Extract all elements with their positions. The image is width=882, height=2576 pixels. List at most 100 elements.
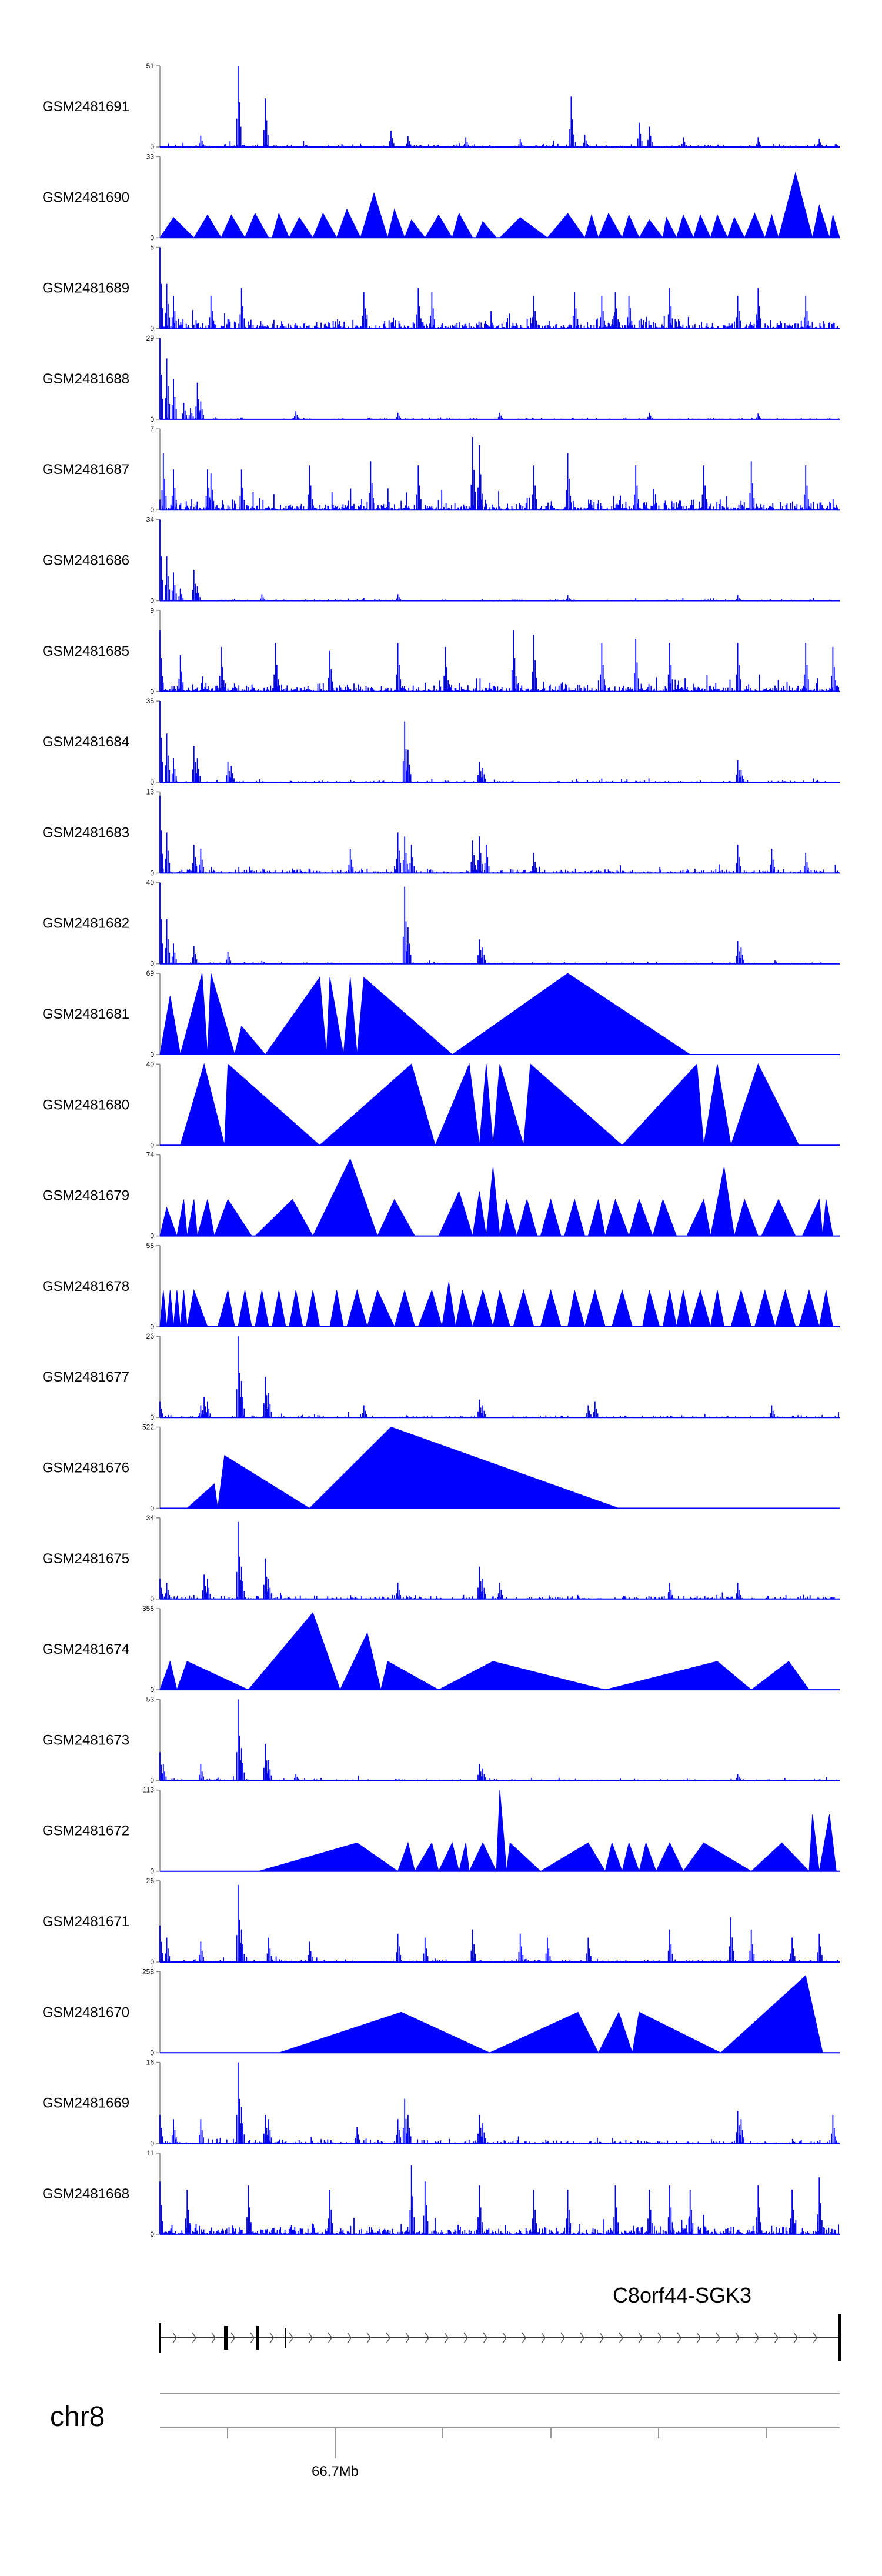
coverage-peak bbox=[186, 1199, 198, 1237]
strand-arrow-icon bbox=[386, 2332, 390, 2344]
track-GSM2481668: GSM2481668 11 0 bbox=[42, 2149, 840, 2238]
tick-label-66.7Mb: 66.7Mb bbox=[312, 2464, 359, 2480]
coverage-peak bbox=[414, 1842, 439, 1872]
track-label: GSM2481672 bbox=[42, 1823, 129, 1839]
coverage-peak bbox=[496, 1790, 507, 1872]
track-GSM2481677: GSM2481677 26 0 bbox=[42, 1332, 840, 1422]
track-label: GSM2481682 bbox=[42, 916, 129, 932]
y-max-label: 9 bbox=[150, 606, 154, 615]
gene-name: C8orf44-SGK3 bbox=[613, 2283, 751, 2307]
coverage-peak bbox=[584, 1289, 606, 1327]
coverage-peak bbox=[207, 973, 235, 1055]
track-label: GSM2481683 bbox=[42, 825, 129, 840]
coverage-peak bbox=[217, 1454, 311, 1509]
track-GSM2481680: GSM2481680 40 0 bbox=[42, 1060, 840, 1149]
coverage-signal bbox=[159, 1336, 839, 1418]
track-GSM2481690: GSM2481690 33 0 bbox=[42, 152, 840, 242]
coverage-peak bbox=[469, 1842, 497, 1872]
coverage-peak bbox=[343, 977, 358, 1055]
y-max-label: 13 bbox=[146, 788, 155, 796]
coverage-peak bbox=[778, 171, 813, 238]
coverage-peak bbox=[475, 221, 497, 238]
coverage-peak bbox=[255, 1290, 269, 1327]
track-label: GSM2481668 bbox=[42, 2186, 129, 2202]
strand-arrow-icon bbox=[211, 2332, 216, 2344]
strand-arrow-icon bbox=[425, 2332, 429, 2344]
coverage-peak bbox=[312, 212, 338, 238]
coverage-peak bbox=[438, 1841, 460, 1872]
y-max-label: 16 bbox=[146, 2058, 155, 2067]
y-min-label: 0 bbox=[150, 1595, 154, 1603]
coverage-peak bbox=[798, 1289, 820, 1327]
strand-arrow-icon bbox=[813, 2332, 817, 2344]
track-GSM2481672: GSM2481672 113 0 bbox=[42, 1786, 840, 1876]
coverage-signal bbox=[159, 247, 839, 329]
track-GSM2481675: GSM2481675 34 0 bbox=[42, 1514, 840, 1603]
coverage-peak bbox=[472, 1191, 487, 1237]
exon bbox=[224, 2326, 228, 2350]
coverage-peak bbox=[639, 219, 664, 238]
coverage-peak bbox=[628, 1198, 653, 1237]
y-max-label: 69 bbox=[146, 969, 155, 977]
coverage-peak bbox=[652, 1198, 677, 1237]
coverage-peak bbox=[387, 208, 405, 238]
track-GSM2481678: GSM2481678 58 0 bbox=[42, 1242, 840, 1331]
coverage-peak bbox=[710, 214, 729, 238]
track-label: GSM2481689 bbox=[42, 281, 129, 296]
coverage-peak bbox=[744, 212, 766, 238]
coverage-peak bbox=[690, 1289, 711, 1327]
coverage-peak bbox=[612, 1289, 633, 1327]
y-min-label: 0 bbox=[150, 1504, 154, 1513]
exon bbox=[256, 2326, 259, 2350]
y-min-label: 0 bbox=[150, 960, 154, 968]
coverage-peak bbox=[513, 1289, 534, 1327]
coverage-peak bbox=[346, 1289, 368, 1327]
y-max-label: 34 bbox=[146, 516, 155, 524]
coverage-signal bbox=[159, 338, 839, 419]
coverage-peak bbox=[234, 1025, 266, 1055]
coverage-peak bbox=[492, 1290, 510, 1327]
coverage-peak bbox=[818, 1814, 837, 1872]
y-min-label: 0 bbox=[150, 325, 154, 333]
track-label: GSM2481669 bbox=[42, 2095, 129, 2111]
coverage-peak bbox=[377, 1199, 416, 1237]
coverage-peak bbox=[822, 1199, 834, 1237]
track-label: GSM2481671 bbox=[42, 1914, 129, 1930]
strand-arrow-icon bbox=[580, 2332, 584, 2344]
coverage-peak bbox=[326, 977, 344, 1055]
track-GSM2481683: GSM2481683 13 0 bbox=[42, 788, 840, 877]
y-max-label: 34 bbox=[146, 1514, 155, 1522]
coverage-peak bbox=[642, 1290, 660, 1327]
y-max-label: 40 bbox=[146, 879, 155, 887]
coverage-peak bbox=[499, 217, 549, 238]
coverage-peak bbox=[703, 1064, 731, 1146]
strand-arrow-icon bbox=[716, 2332, 720, 2344]
track-GSM2481671: GSM2481671 26 0 bbox=[42, 1877, 840, 1966]
coverage-peak bbox=[801, 1198, 823, 1237]
coverage-peak bbox=[159, 996, 181, 1055]
coverage-peak bbox=[750, 1842, 810, 1872]
coverage-peak bbox=[587, 1199, 606, 1237]
strand-arrow-icon bbox=[444, 2332, 449, 2344]
coverage-peak bbox=[546, 213, 586, 238]
coverage-peak bbox=[479, 1064, 493, 1146]
y-max-label: 113 bbox=[143, 1786, 154, 1794]
strand-arrow-icon bbox=[599, 2332, 604, 2344]
y-max-label: 58 bbox=[146, 1242, 155, 1250]
strand-arrow-icon bbox=[541, 2332, 546, 2344]
coverage-peak bbox=[492, 1064, 524, 1146]
track-GSM2481689: GSM2481689 5 0 bbox=[42, 243, 840, 333]
y-min-label: 0 bbox=[150, 1232, 154, 1240]
coverage-peak bbox=[676, 1290, 691, 1327]
y-min-label: 0 bbox=[150, 233, 154, 242]
coverage-peak bbox=[540, 1198, 562, 1237]
coverage-peak bbox=[710, 1290, 725, 1327]
y-max-label: 258 bbox=[142, 1967, 154, 1976]
y-min-label: 0 bbox=[150, 2230, 154, 2238]
coverage-peak bbox=[159, 1660, 178, 1690]
coverage-peak bbox=[639, 1841, 657, 1872]
coverage-peak bbox=[217, 1290, 235, 1327]
track-GSM2481691: GSM2481691 51 0 bbox=[42, 62, 840, 151]
coverage-peak bbox=[244, 212, 269, 238]
